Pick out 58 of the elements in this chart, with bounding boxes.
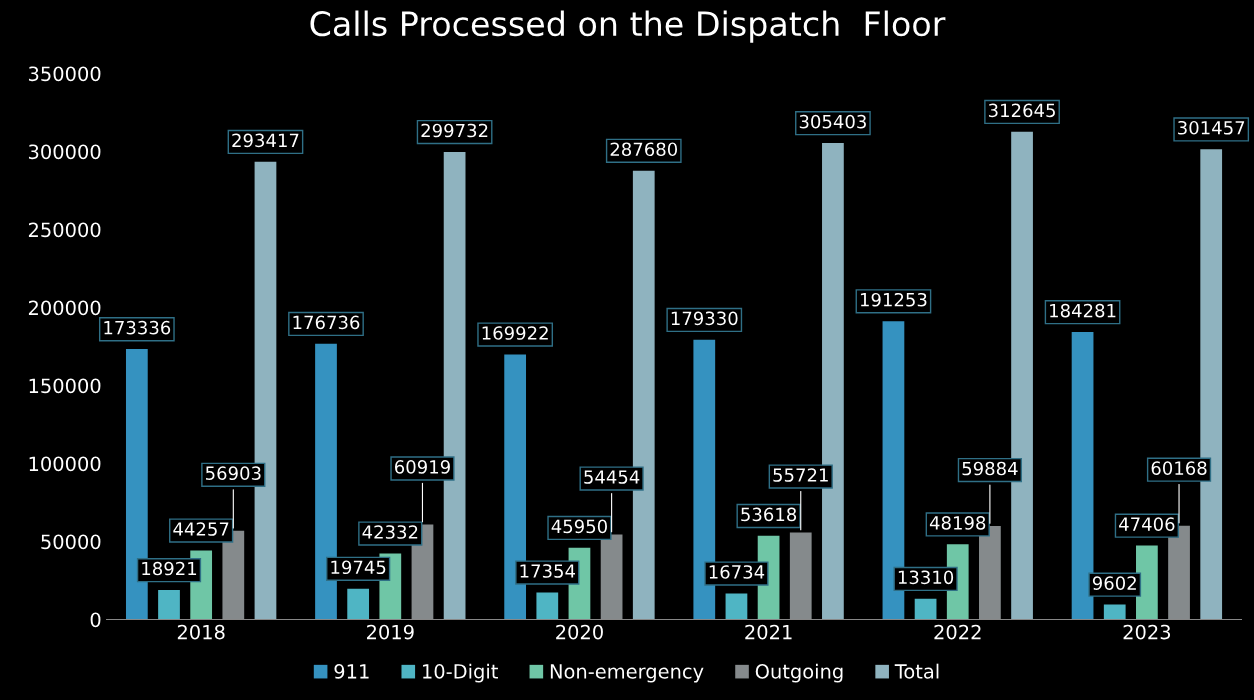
data-label: 55721 (773, 468, 828, 482)
y-tick-label: 0 (90, 612, 101, 628)
y-tick-label: 300000 (28, 144, 101, 160)
legend-label: Non-emergency (550, 664, 704, 683)
data-label: 45950 (551, 519, 607, 534)
data-label: 18921 (142, 561, 197, 576)
bar (1103, 604, 1126, 620)
data-label: 13310 (898, 570, 954, 585)
x-tick-label: 2018 (177, 624, 225, 640)
y-tick-label: 50000 (41, 534, 101, 550)
y-tick-label: 150000 (29, 378, 101, 394)
data-label: 173336 (104, 320, 171, 335)
data-label: 299732 (421, 123, 488, 138)
data-label: 59884 (962, 461, 1018, 476)
x-tick-label: 2020 (556, 624, 603, 640)
bar (1136, 545, 1158, 620)
data-label: 19745 (331, 560, 386, 575)
legend-label: Outgoing (755, 663, 843, 683)
legend-label: Total (894, 663, 939, 679)
data-label: 179330 (671, 311, 738, 326)
data-label: 48198 (929, 516, 986, 530)
data-label: 16734 (709, 565, 765, 579)
data-label: 42332 (362, 525, 418, 539)
x-tick-label: 2019 (366, 624, 414, 640)
bar (1071, 332, 1094, 620)
data-label: 53618 (741, 507, 797, 522)
data-label: 44257 (173, 522, 229, 536)
data-label: 301457 (1178, 120, 1245, 135)
chart-title: Calls Processed on the Dispatch Floor (310, 10, 946, 43)
legend-label: 10-Digit (423, 663, 498, 683)
x-tick-label: 2023 (1123, 624, 1171, 640)
data-label: 191253 (860, 292, 927, 307)
data-label: 184281 (1050, 303, 1116, 318)
y-tick-label: 200000 (28, 300, 101, 316)
data-label: 305403 (799, 114, 866, 129)
bar (347, 588, 370, 620)
data-label: 9602 (1092, 576, 1136, 590)
y-tick-label: 350000 (28, 66, 101, 82)
y-tick-label: 250000 (28, 222, 101, 238)
data-label: 287680 (610, 142, 678, 157)
legend-label: 911 (334, 664, 369, 679)
data-label: 47406 (1119, 517, 1175, 531)
bar (536, 592, 559, 620)
data-label: 176736 (293, 315, 360, 330)
data-label: 60919 (395, 460, 450, 474)
bar (914, 598, 937, 620)
data-label: 169922 (482, 326, 548, 340)
data-label: 54454 (584, 470, 640, 484)
data-label: 312645 (988, 103, 1055, 118)
x-tick-label: 2021 (745, 624, 792, 640)
x-tick-label: 2022 (934, 624, 981, 640)
data-label: 293417 (232, 133, 299, 148)
bar (725, 593, 748, 620)
y-tick-label: 100000 (29, 456, 101, 472)
bar (158, 589, 180, 620)
data-label: 56903 (205, 466, 261, 481)
data-label: 60168 (1151, 461, 1207, 475)
data-label: 17354 (520, 564, 575, 578)
